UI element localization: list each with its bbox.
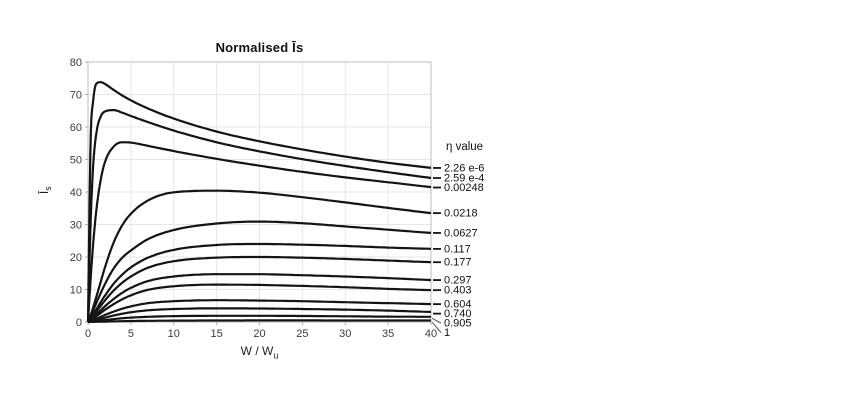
x-tick-label: 5 <box>128 328 134 340</box>
x-tick-label: 0 <box>85 328 91 340</box>
series-label: 1 <box>444 327 450 339</box>
x-tick-label: 40 <box>425 328 437 340</box>
curve-eta-1 <box>87 319 431 324</box>
legend-title: η value <box>446 141 484 153</box>
y-axis-label-subscript: s <box>43 186 54 191</box>
y-axis-label: Īs <box>37 175 53 205</box>
curve-eta-0.117 <box>87 242 432 323</box>
x-tick-label: 20 <box>253 328 265 340</box>
x-tick-label: 15 <box>211 328 223 340</box>
y-tick-label: 0 <box>76 317 82 329</box>
y-tick-label: 10 <box>70 285 82 297</box>
curve-eta-2.26e-6 <box>86 81 432 323</box>
x-tick-label: 10 <box>168 328 180 340</box>
series-label: 0.905 <box>444 318 472 330</box>
y-tick-label: 60 <box>70 122 82 134</box>
x-axis-label-subscript: u <box>273 350 279 361</box>
curve-eta-0.403 <box>87 283 432 324</box>
series-label: 0.0218 <box>444 208 478 220</box>
series-label: 2.26 e-6 <box>444 162 484 174</box>
series-label-leader <box>431 321 442 333</box>
chart-title: Normalised Īs <box>215 40 304 55</box>
curve-eta-0.177 <box>87 255 432 323</box>
curve-eta-0.0218 <box>87 189 432 323</box>
series-label: 0.604 <box>444 299 472 311</box>
x-tick-label: 35 <box>382 328 394 340</box>
series-label: 0.297 <box>444 275 472 287</box>
curve-eta-0.0627 <box>87 220 432 323</box>
series-label: 0.403 <box>444 285 472 297</box>
series-label-leader <box>431 317 442 324</box>
series-label: 0.117 <box>444 243 471 255</box>
y-tick-label: 20 <box>70 252 82 264</box>
y-tick-label: 30 <box>70 220 82 232</box>
series-label: 0.177 <box>444 257 472 269</box>
x-tick-label: 25 <box>296 328 308 340</box>
y-tick-label: 80 <box>70 57 82 69</box>
curve-eta-0.297 <box>87 273 432 323</box>
y-tick-label: 50 <box>70 155 82 167</box>
y-tick-label: 40 <box>70 187 82 199</box>
x-tick-label: 30 <box>339 328 351 340</box>
curve-eta-0.00248 <box>86 141 432 323</box>
y-axis-label-text: Ī <box>36 190 51 195</box>
series-label: 0.740 <box>444 308 472 320</box>
x-axis-label-text: W / W <box>240 344 274 358</box>
x-axis-label: W / Wu <box>88 344 431 360</box>
curve-eta-2.59e-4 <box>86 109 432 323</box>
series-label: 2.59 e-4 <box>444 173 484 185</box>
series-label: 0.00248 <box>444 182 484 194</box>
y-tick-label: 70 <box>70 90 82 102</box>
series-label: 0.0627 <box>444 227 478 239</box>
